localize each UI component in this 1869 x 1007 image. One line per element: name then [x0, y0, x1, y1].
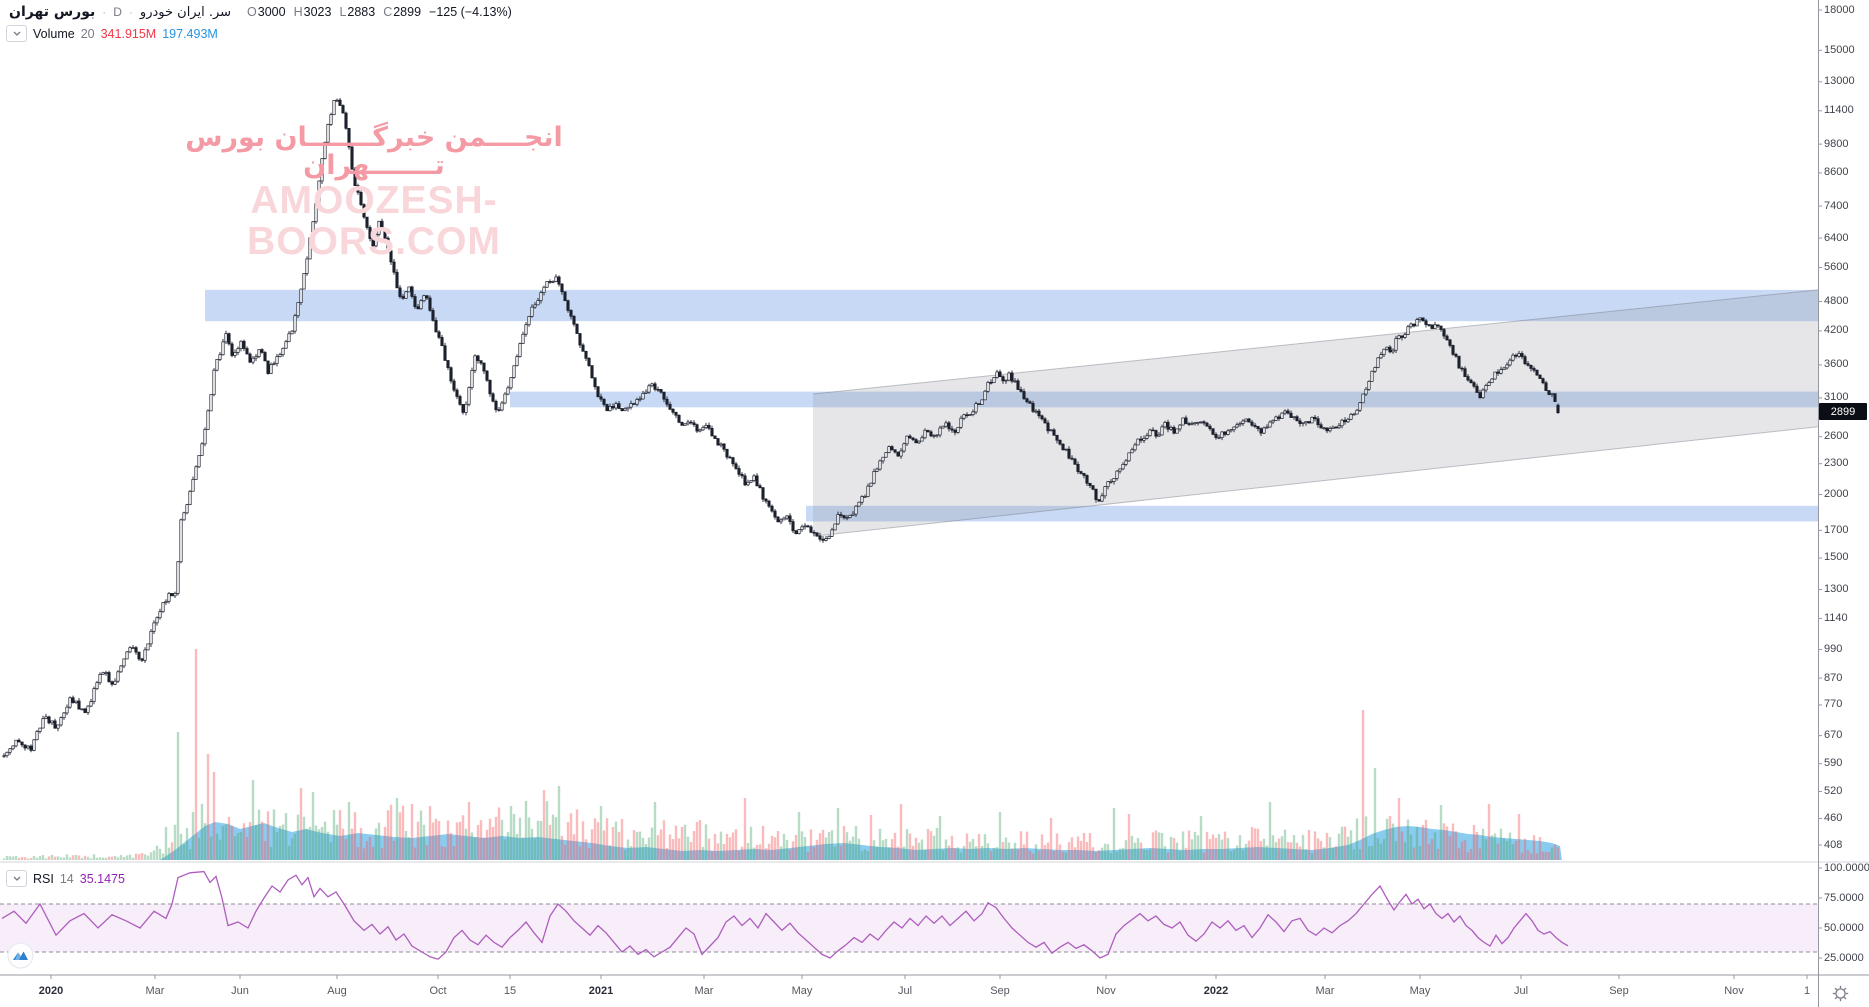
- volume-collapse-button[interactable]: [6, 25, 27, 42]
- volume-ma-value: 197.493M: [162, 26, 218, 41]
- rsi-band-fill: [0, 904, 1818, 952]
- supply-demand-zones[interactable]: [205, 289, 1818, 522]
- demand-zone-1800[interactable]: [806, 505, 1818, 522]
- rsi-collapse-button[interactable]: [6, 870, 27, 887]
- rsi-period: 14: [59, 871, 74, 886]
- high-value: 3023: [303, 5, 332, 19]
- chevron-down-icon: [13, 876, 20, 881]
- ohlc-values: O3000 H3023 L2883 C2899 −125 (−4.13%): [247, 5, 512, 19]
- chevron-down-icon: [13, 31, 20, 36]
- high-letter: H: [293, 5, 303, 19]
- indicator-logo[interactable]: [7, 942, 34, 969]
- separator-dot: ·: [128, 5, 133, 19]
- open-value: 3000: [257, 5, 286, 19]
- separator-dot: ·: [102, 5, 107, 19]
- gear-icon: [1832, 985, 1848, 1001]
- mid-zone-3100[interactable]: [510, 391, 1818, 408]
- close-value: 2899: [393, 5, 422, 19]
- rsi-line: [1, 870, 1569, 960]
- rsi-legend: RSI 14 35.1475: [6, 870, 125, 887]
- close-letter: C: [383, 5, 393, 19]
- volume-current-value: 341.915M: [100, 26, 157, 41]
- timeframe-label[interactable]: D: [113, 5, 122, 19]
- change-value: −125 (−4.13%): [429, 5, 512, 19]
- open-letter: O: [247, 5, 257, 19]
- rsi-layer: [0, 870, 1818, 960]
- supply-zone-4800[interactable]: [205, 289, 1818, 322]
- trend-channel-drawing[interactable]: [812, 289, 1818, 537]
- rsi-current-value: 35.1475: [79, 871, 125, 886]
- rsi-indicator-name[interactable]: RSI: [33, 871, 54, 886]
- symbol-legend[interactable]: بورس تهران · D · سر. ایران خودرو O3000 H…: [9, 4, 512, 20]
- low-value: 2883: [347, 5, 376, 19]
- volume-legend: Volume 20 341.915M 197.493M: [6, 25, 218, 42]
- low-letter: L: [339, 5, 347, 19]
- exchange-title: بورس تهران: [9, 4, 96, 20]
- mountains-logo-icon: [7, 942, 34, 969]
- volume-period: 20: [80, 26, 95, 41]
- last-price-label: 2899: [1819, 403, 1867, 420]
- volume-ma-area: [160, 822, 1562, 860]
- axis-settings-button[interactable]: [1829, 982, 1851, 1004]
- volume-indicator-name[interactable]: Volume: [33, 26, 75, 41]
- candles-layer: [2, 98, 1560, 758]
- symbol-description: سر. ایران خودرو: [139, 4, 232, 20]
- volume-bars-layer: [2, 649, 1562, 860]
